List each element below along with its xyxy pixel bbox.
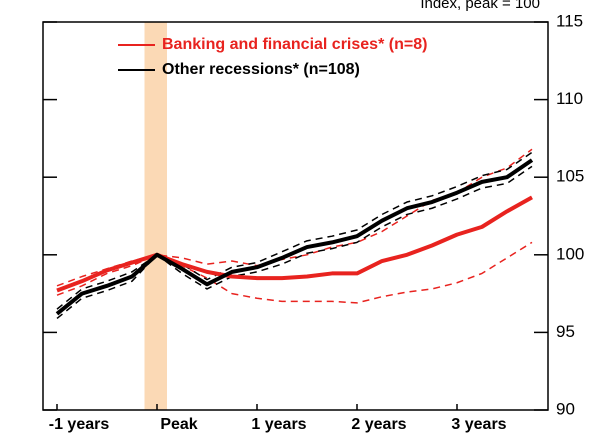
y-tick-label: 95: [556, 322, 575, 341]
band-line: [56, 165, 533, 320]
y-tick-label: 90: [556, 399, 575, 418]
band-line: [56, 148, 533, 287]
plot-frame: [42, 21, 549, 411]
y-tick-label: 110: [556, 89, 583, 108]
x-tick-label: -1 years: [49, 416, 110, 433]
legend-label: Banking and financial crises* (n=8): [162, 36, 427, 53]
series-line: [55, 158, 534, 316]
y-tick-label: 100: [556, 244, 584, 263]
shade-band: [144, 22, 167, 410]
y-tick-label: 115: [556, 11, 583, 30]
y-tick-label: 105: [556, 167, 584, 186]
x-tick-label: 3 years: [451, 416, 506, 433]
axis-label: Index, peak = 100: [420, 0, 540, 12]
band-line: [56, 241, 533, 304]
x-tick-label: 1 years: [251, 416, 306, 433]
series-line: [56, 195, 533, 293]
x-tick-label: Peak: [160, 416, 197, 433]
legend-label: Other recessions* (n=108): [162, 61, 360, 78]
x-tick-label: 2 years: [351, 416, 406, 433]
band-line: [56, 151, 533, 310]
